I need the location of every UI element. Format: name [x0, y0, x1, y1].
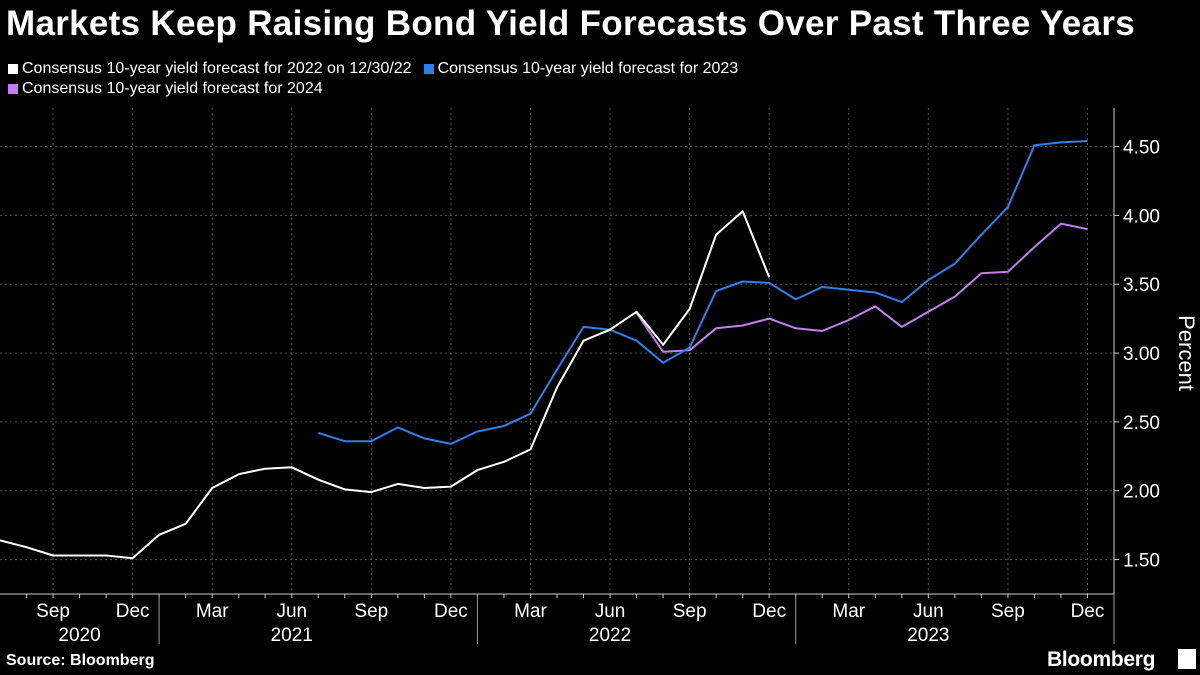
brand-logo-text: Bloomberg [1047, 648, 1156, 671]
x-year-label: 2021 [271, 625, 313, 646]
bloomberg-icon [1178, 649, 1196, 669]
legend-label-2023: Consensus 10-year yield forecast for 202… [437, 60, 739, 77]
x-tick-label: Sep [673, 601, 707, 622]
x-tick-label: Jun [595, 601, 626, 622]
axes: 1.50 2.00 2.50 3.00 3.50 4.00 4.50 Sep Dec Mar Jun… [0, 108, 1160, 646]
legend-swatch-2023 [423, 64, 434, 74]
x-tick-label: Dec [116, 601, 150, 622]
x-tick-label: Dec [1071, 601, 1105, 622]
y-tick-label: 1.50 [1123, 551, 1160, 572]
x-tick-label: Sep [36, 601, 70, 622]
legend-label-2024: Consensus 10-year yield forecast for 202… [22, 80, 323, 97]
x-tick-label: Mar [196, 601, 229, 622]
x-tick-label: Dec [434, 601, 468, 622]
y-tick-label: 3.50 [1123, 275, 1160, 296]
legend-item-2024: Consensus 10-year yield forecast for 202… [8, 80, 323, 98]
x-year-label: 2022 [589, 625, 631, 646]
legend-row-2: Consensus 10-year yield forecast for 202… [8, 80, 335, 98]
legend-row-1: Consensus 10-year yield forecast for 202… [8, 60, 750, 78]
legend-swatch-2024 [8, 84, 18, 94]
legend-label-2022: Consensus 10-year yield forecast for 202… [22, 60, 412, 77]
legend-item-2023: Consensus 10-year yield forecast for 202… [423, 60, 739, 78]
x-tick-label: Mar [514, 601, 547, 622]
y-tick-label: 4.50 [1123, 138, 1160, 159]
chart-title: Markets Keep Raising Bond Yield Forecast… [6, 4, 1136, 43]
x-tick-label: Dec [752, 601, 786, 622]
x-tick-label: Mar [832, 601, 865, 622]
x-tick-label: Jun [913, 601, 944, 622]
x-tick-label: Sep [354, 601, 388, 622]
y-tick-label: 4.00 [1123, 206, 1160, 227]
series-2022-line [0, 210, 771, 560]
x-year-label: 2023 [907, 625, 949, 646]
x-year-label: 2020 [58, 625, 100, 646]
legend-item-2022: Consensus 10-year yield forecast for 202… [8, 60, 412, 78]
y-axis-label: Percent [1174, 315, 1199, 391]
source-note: Source: Bloomberg [6, 652, 155, 669]
x-tick-label: Jun [276, 601, 307, 622]
y-tick-label: 2.50 [1123, 413, 1160, 434]
gridlines [0, 108, 1114, 594]
data-series [0, 140, 1088, 560]
y-tick-label: 3.00 [1123, 344, 1160, 365]
x-tick-label: Sep [991, 601, 1025, 622]
y-tick-label: 2.00 [1123, 482, 1160, 503]
legend-swatch-2022 [8, 64, 18, 74]
series-2023-line [318, 140, 1088, 445]
series-2024-line [635, 222, 1088, 353]
